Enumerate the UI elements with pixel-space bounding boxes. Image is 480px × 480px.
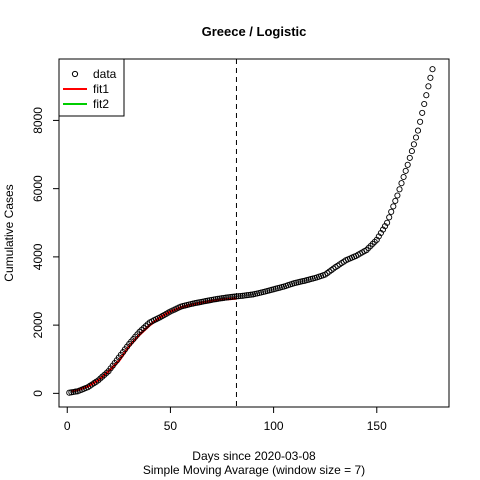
data-point [410, 141, 417, 148]
chart-title: Greece / Logistic [202, 24, 307, 39]
y-tick-label: 4000 [31, 243, 45, 270]
data-point [412, 134, 420, 141]
data-points [66, 66, 436, 396]
x-axis-sublabel: Simple Moving Avarage (window size = 7) [143, 463, 365, 477]
data-point [371, 238, 378, 245]
data-point [237, 292, 244, 300]
data-point [245, 291, 252, 299]
data-point [229, 293, 236, 300]
legend-label-fit2: fit2 [93, 97, 109, 111]
data-point [136, 328, 143, 335]
data-point [97, 375, 104, 382]
x-tick-label: 150 [367, 419, 387, 433]
data-point [231, 293, 238, 300]
data-point [243, 292, 250, 299]
legend-data-symbol [71, 70, 79, 78]
data-point [233, 293, 240, 300]
data-point [408, 148, 415, 155]
x-axis: 0 50 100 150 [64, 407, 387, 433]
data-point [142, 323, 149, 330]
y-axis: 0 2000 4000 6000 8000 [31, 107, 59, 397]
y-tick-label: 8000 [31, 107, 45, 134]
data-point [406, 154, 413, 161]
plot-frame [58, 58, 450, 408]
data-point [423, 92, 430, 99]
x-axis-label: Days since 2020-03-08 [192, 449, 316, 463]
data-point [404, 161, 411, 168]
data-point [425, 83, 432, 90]
data-point [429, 66, 436, 73]
data-point [394, 192, 401, 199]
data-point [384, 219, 391, 226]
data-point [72, 388, 79, 395]
y-tick-label: 0 [31, 390, 45, 397]
data-point [386, 214, 393, 221]
data-point [235, 293, 242, 300]
data-point [402, 167, 409, 174]
x-tick-label: 0 [64, 419, 71, 433]
data-point [363, 247, 370, 254]
legend-label-data: data [93, 67, 117, 81]
data-point [365, 244, 372, 252]
data-point [369, 240, 376, 247]
data-point [396, 186, 403, 193]
y-axis-label: Cumulative Cases [2, 184, 16, 281]
data-point [414, 127, 422, 134]
x-tick-label: 50 [164, 419, 178, 433]
data-point [390, 203, 397, 210]
data-point [417, 118, 424, 125]
data-point [373, 236, 380, 243]
legend: data fit1 fit2 [58, 58, 125, 117]
data-point [103, 369, 110, 377]
data-point [223, 294, 230, 301]
data-point [247, 291, 254, 298]
data-point [225, 294, 232, 301]
data-point [421, 100, 428, 108]
legend-box [58, 58, 125, 117]
data-point [379, 226, 387, 233]
y-tick-label: 6000 [31, 175, 45, 202]
data-point [218, 295, 226, 302]
data-point [241, 292, 248, 299]
data-point [427, 74, 434, 81]
data-point [398, 180, 405, 187]
data-point [388, 208, 395, 215]
y-tick-label: 2000 [31, 311, 45, 338]
legend-label-fit1: fit1 [93, 82, 109, 96]
data-point [419, 109, 426, 116]
data-point [400, 173, 407, 181]
x-tick-label: 100 [264, 419, 284, 433]
data-point [392, 197, 399, 204]
data-point [214, 295, 221, 302]
data-point [367, 242, 374, 250]
